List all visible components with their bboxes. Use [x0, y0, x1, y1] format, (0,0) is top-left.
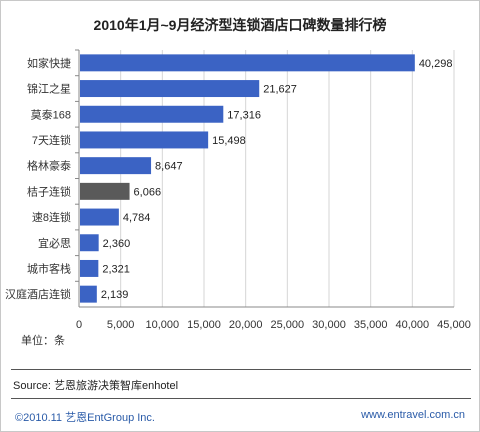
category-label: 速8连锁	[32, 210, 71, 224]
value-label: 2,321	[102, 263, 130, 275]
chart-title: 2010年1月~9月经济型连锁酒店口碑数量排行榜	[93, 17, 387, 33]
x-tick-label: 0	[76, 319, 82, 331]
x-tick-label: 45,000	[437, 319, 471, 331]
bar	[80, 234, 99, 252]
bar	[80, 131, 209, 149]
bar-chart: 40,298 21,627 17,316 15,498 8,647 6,066 4,784 2…	[5, 49, 471, 331]
bar	[80, 80, 260, 98]
value-label: 8,647	[155, 161, 183, 173]
bar	[80, 285, 97, 303]
x-tick-label: 20,000	[229, 319, 263, 331]
bars: 40,298 21,627 17,316 15,498 8,647 6,066 4,784 2…	[80, 54, 453, 303]
category-label: 宜必思	[38, 236, 71, 250]
bar	[80, 105, 224, 123]
bar	[80, 182, 130, 200]
x-tick-label: 5,000	[107, 319, 135, 331]
website-link[interactable]: www.entravel.com.cn	[361, 409, 465, 421]
copyright-text: ©2010.11 艺恩EntGroup Inc.	[15, 412, 155, 424]
value-label: 2,360	[103, 238, 131, 250]
bar	[80, 54, 415, 72]
category-label: 7天连锁	[32, 133, 71, 147]
divider-top	[11, 369, 471, 370]
category-label: 桔子连锁	[27, 184, 71, 198]
category-label: 城市客栈	[27, 261, 71, 275]
value-label: 4,784	[123, 212, 151, 224]
bar	[80, 259, 99, 277]
x-tick-label: 35,000	[354, 319, 388, 331]
x-tick-label: 15,000	[187, 319, 221, 331]
source-text: Source: 艺恩旅游决策智库enhotel	[13, 380, 179, 392]
divider-bottom	[11, 398, 471, 399]
category-label: 如家快捷	[27, 56, 71, 70]
unit-label: 单位：条	[21, 335, 65, 347]
x-tick-label: 30,000	[312, 319, 346, 331]
axes: 0 5,000 10,000 15,000 20,000 25,000 30,000 35,0…	[5, 49, 471, 331]
category-label: 莫泰168	[31, 107, 71, 121]
value-label: 17,316	[227, 109, 261, 121]
value-label: 21,627	[263, 84, 297, 96]
x-tick-label: 25,000	[271, 319, 305, 331]
value-label: 6,066	[134, 186, 162, 198]
x-tick-label: 40,000	[396, 319, 430, 331]
x-tick-label: 10,000	[146, 319, 180, 331]
category-label: 锦江之星	[27, 82, 71, 96]
gridlines	[120, 50, 455, 307]
value-label: 2,139	[101, 289, 129, 301]
bar	[80, 157, 152, 175]
value-label: 15,498	[212, 135, 246, 147]
value-label: 40,298	[419, 58, 453, 70]
category-label: 汉庭酒店连锁	[5, 287, 71, 301]
category-label: 格林豪泰	[27, 159, 71, 173]
bar	[80, 208, 119, 226]
